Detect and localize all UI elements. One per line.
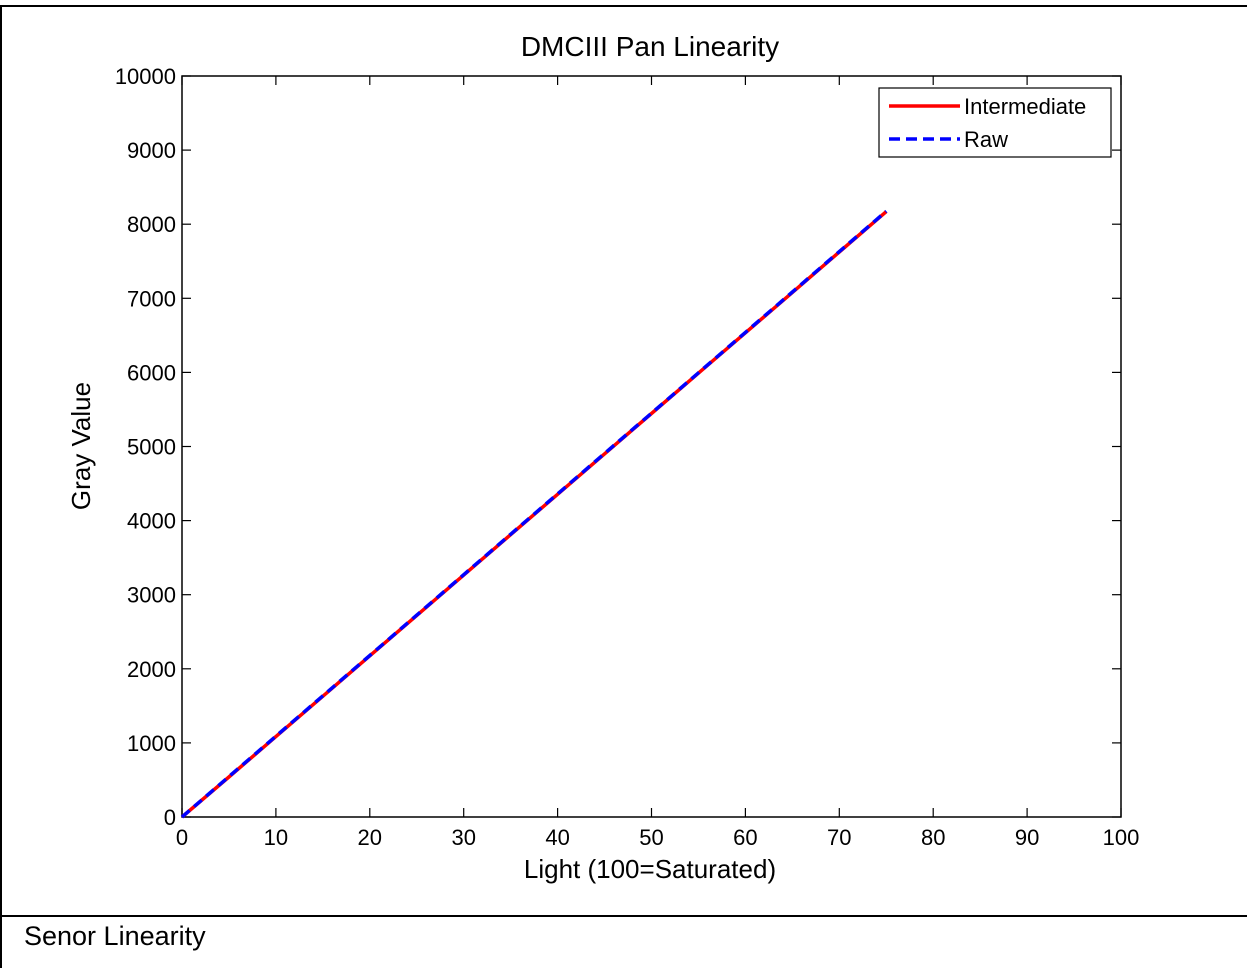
line-chart: DMCIII Pan Linearity 0 10 20 30 40 50 60 70 80 90…	[66, 31, 1139, 884]
legend-label-raw: Raw	[964, 127, 1008, 152]
y-tick-label: 4000	[127, 509, 176, 534]
series-line-raw	[180, 209, 888, 819]
x-tick-label: 70	[827, 825, 851, 850]
legend-label-intermediate: Intermediate	[964, 94, 1086, 119]
y-tick-label: 8000	[127, 212, 176, 237]
x-axis: 0 10 20 30 40 50 60 70 80 90 100	[176, 76, 1139, 850]
x-tick-label: 80	[921, 825, 945, 850]
y-tick-label: 5000	[127, 435, 176, 460]
x-tick-label: 50	[639, 825, 663, 850]
y-axis: 0 1000 2000 3000 4000 5000 6000 7000 8000 9000 100…	[115, 64, 1121, 830]
frame-top-border	[0, 5, 1247, 7]
y-tick-label: 7000	[127, 286, 176, 311]
legend-box	[878, 87, 1112, 158]
x-tick-label: 30	[451, 825, 475, 850]
x-tick-label: 60	[733, 825, 757, 850]
y-tick-label: 3000	[127, 583, 176, 608]
x-tick-label: 90	[1015, 825, 1039, 850]
legend: Intermediate Raw	[878, 87, 1112, 158]
y-tick-label: 6000	[127, 360, 176, 385]
series-group	[180, 209, 888, 819]
x-tick-label: 100	[1103, 825, 1140, 850]
x-tick-label: 0	[176, 825, 188, 850]
y-tick-label: 1000	[127, 731, 176, 756]
frame-left-border	[0, 5, 2, 968]
y-tick-label: 9000	[127, 138, 176, 163]
y-tick-label: 2000	[127, 657, 176, 682]
x-tick-label: 10	[264, 825, 288, 850]
y-axis-label: Gray Value	[66, 382, 96, 510]
caption-divider	[0, 915, 1247, 917]
x-tick-label: 40	[545, 825, 569, 850]
figure-caption: Senor Linearity	[24, 921, 206, 951]
y-tick-label: 0	[164, 805, 176, 830]
x-tick-label: 20	[358, 825, 382, 850]
plot-area	[181, 75, 1122, 818]
chart-title: DMCIII Pan Linearity	[521, 31, 779, 62]
x-axis-label: Light (100=Saturated)	[524, 854, 776, 884]
y-tick-label: 10000	[115, 64, 176, 89]
